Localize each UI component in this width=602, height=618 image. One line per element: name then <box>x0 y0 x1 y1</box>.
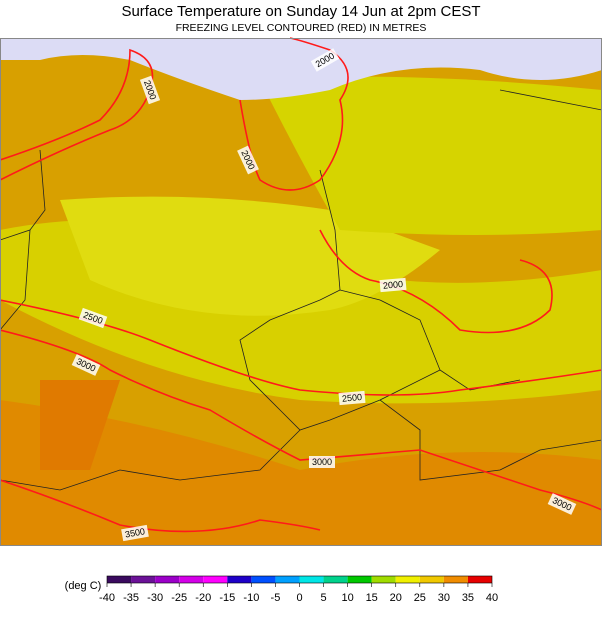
colorbar-swatch <box>347 576 372 583</box>
country-border <box>239 169 521 431</box>
colorbar-tick-label: -15 <box>219 592 235 604</box>
contour-label-bg <box>71 354 101 376</box>
colorbar-swatch <box>371 576 396 583</box>
contour-label: 3000 <box>312 457 332 467</box>
sea <box>0 38 602 100</box>
contour-label-bg <box>237 145 259 175</box>
colorbar-tick-label: 5 <box>321 592 327 604</box>
colorbar-swatch <box>299 576 324 583</box>
contour-label-bg <box>309 456 335 468</box>
contour-label-bg <box>379 277 407 293</box>
colorbar-swatch <box>155 576 180 583</box>
colorbar-tick-label: 30 <box>438 592 450 604</box>
freezing-contour <box>319 229 553 334</box>
colorbar-swatch <box>323 576 348 583</box>
contour-label-group: 2500 <box>78 307 108 329</box>
colorbar-swatch <box>395 576 420 583</box>
country-border <box>339 289 441 371</box>
colorbar-tick-label: -10 <box>243 592 259 604</box>
colorbar-swatch <box>467 576 492 583</box>
contour-label-group: 2000 <box>139 75 161 105</box>
freezing-contour <box>239 37 349 191</box>
colorbar-tick-label: 10 <box>342 592 354 604</box>
sea <box>0 38 40 55</box>
country-border <box>499 89 602 111</box>
country-border <box>379 399 602 481</box>
colorbar-tick-label: -20 <box>195 592 211 604</box>
country-border <box>29 149 46 231</box>
contour-label-bg <box>310 48 340 72</box>
colorbar-swatch <box>107 576 132 583</box>
title: Surface Temperature on Sunday 14 Jun at … <box>121 3 480 20</box>
contour-label-group: 2000 <box>379 277 407 293</box>
colorbar-tick-label: -25 <box>171 592 187 604</box>
colorbar-swatch <box>419 576 444 583</box>
colorbar-tick-label: -5 <box>271 592 281 604</box>
colorbar-tick-label: 15 <box>366 592 378 604</box>
warm-zone <box>260 76 602 236</box>
contour-label-group: 3000 <box>309 456 335 468</box>
colorbar-tick-label: 35 <box>462 592 474 604</box>
contour-label-group: 3500 <box>121 524 149 542</box>
subtitle: FREEZING LEVEL CONTOURED (RED) IN METRES <box>176 22 427 34</box>
colorbar: (deg C) -40 -35 -30 -25 -20 -15 -10 -5 0 5 10 15 20 2… <box>65 575 498 604</box>
colorbar-swatch <box>443 576 468 583</box>
country-border <box>0 229 31 331</box>
colorbar-tick-label: 0 <box>296 592 302 604</box>
contour-label: 2500 <box>342 392 363 404</box>
country-border <box>0 429 301 491</box>
contour-label-bg <box>547 493 577 515</box>
hot-zone <box>40 380 120 470</box>
colorbar-swatch <box>227 576 252 583</box>
colorbar-swatch <box>203 576 228 583</box>
freezing-contour <box>0 329 602 511</box>
colorbar-swatch <box>251 576 276 583</box>
colorbar-tick-label: -30 <box>147 592 163 604</box>
colorbar-tick-label: 20 <box>390 592 402 604</box>
colorbar-swatch <box>275 576 300 583</box>
freezing-contour <box>0 299 602 396</box>
contour-label-group: 2500 <box>338 390 366 406</box>
colorbar-tick-label: -35 <box>123 592 139 604</box>
colorbar-label: (deg C) <box>65 580 102 592</box>
contour-label-bg <box>78 307 108 329</box>
colorbar-swatch <box>131 576 156 583</box>
colorbar-tick-label: -40 <box>99 592 115 604</box>
colorbar-tick-label: 25 <box>414 592 426 604</box>
contour-label: 3500 <box>124 526 145 539</box>
freezing-contour <box>0 479 321 533</box>
contour-label-bg <box>121 524 149 542</box>
colorbar-tick-label: 40 <box>486 592 498 604</box>
hot-zone <box>0 400 602 546</box>
contour-label-bg <box>338 390 366 406</box>
contour-label-bg <box>139 75 161 105</box>
contour-label: 2000 <box>383 279 404 291</box>
freezing-contour <box>0 48 154 181</box>
colorbar-swatch <box>179 576 204 583</box>
